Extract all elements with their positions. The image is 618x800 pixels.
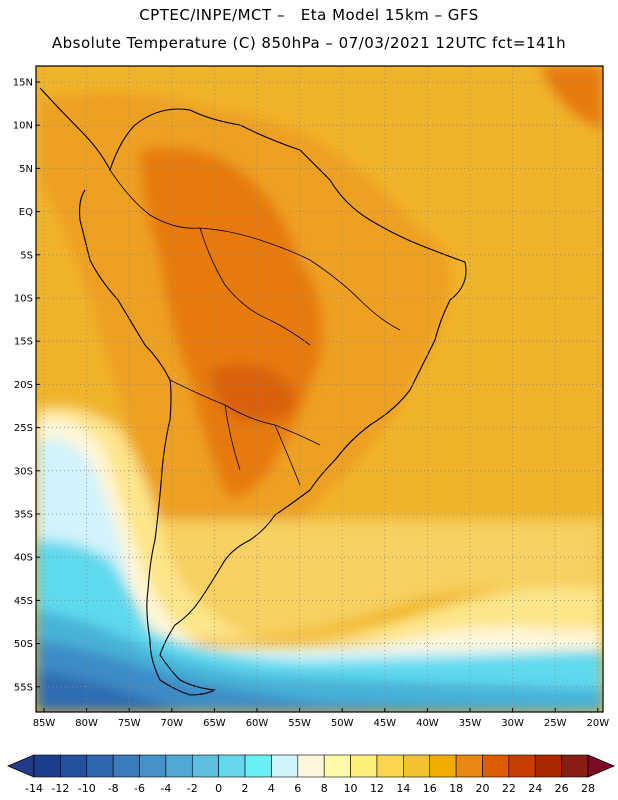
colorbar-swatch [139, 754, 167, 778]
lon-label: 60W [246, 718, 269, 729]
colorbar-label: 12 [370, 782, 384, 795]
lon-label: 80W [75, 718, 98, 729]
longitude-labels: 85W 80W 75W 70W 65W 60W 55W 50W 45W 40W 35W 30W 25W 2… [33, 708, 609, 729]
lon-label: 20W [586, 718, 609, 729]
colorbar-over-arrow [587, 754, 616, 778]
lon-label: 75W [118, 718, 141, 729]
lon-label: 70W [160, 718, 183, 729]
colorbar-swatch [455, 754, 483, 778]
lat-label: 30S [14, 466, 33, 477]
colorbar-swatch [403, 754, 431, 778]
lat-label: 35S [14, 510, 33, 521]
colorbar-swatch [271, 754, 299, 778]
lat-label: 15N [13, 78, 33, 89]
colorbar-label: 14 [396, 782, 410, 795]
colorbar-swatch [429, 754, 457, 778]
colorbar-swatch [508, 754, 536, 778]
colorbar-swatch [323, 754, 351, 778]
lat-label: 15S [14, 337, 33, 348]
colorbar-label: 8 [321, 782, 328, 795]
lon-label: 65W [203, 718, 226, 729]
colorbar-swatch [534, 754, 562, 778]
colorbar-label: -10 [78, 782, 96, 795]
colorbar-swatch [561, 754, 589, 778]
coastline [39, 87, 467, 696]
lon-label: 25W [544, 718, 567, 729]
lon-label: 55W [288, 718, 311, 729]
colorbar-swatch [60, 754, 88, 778]
inland-borders [109, 169, 401, 486]
colorbar-swatch [218, 754, 246, 778]
region-northeast-hot [540, 66, 603, 130]
colorbar-label: -4 [160, 782, 171, 795]
colorbar-label: -2 [187, 782, 198, 795]
region-cold-4 [36, 640, 603, 712]
colorbar-label: 0 [215, 782, 222, 795]
lat-label: 40S [14, 553, 33, 564]
lon-label: 30W [501, 718, 524, 729]
colorbar-swatch [482, 754, 510, 778]
colorbar-label: 6 [294, 782, 301, 795]
region-cold-5 [36, 670, 190, 712]
colorbar-label: 4 [268, 782, 275, 795]
colorbar-swatch [297, 754, 325, 778]
lat-label: 50S [14, 639, 33, 650]
lon-label: 40W [416, 718, 439, 729]
lon-label: 45W [373, 718, 396, 729]
colorbar-label: -12 [51, 782, 69, 795]
colorbar-swatch [376, 754, 404, 778]
lat-label: 10S [14, 294, 33, 305]
map-title-line1: CPTEC/INPE/MCT – Eta Model 15km – GFS [139, 6, 479, 24]
lat-label: 45S [14, 596, 33, 607]
colorbar-label: 24 [528, 782, 542, 795]
lat-label: 20S [14, 380, 33, 391]
latitude-labels: 15N 10N 5N EQ 5S 10S 15S 20S 25S 30S 35S 40S 45S 50S 5… [13, 78, 40, 693]
colorbar-label: 10 [344, 782, 358, 795]
colorbar-labels: -14 -12 -10 -8 -6 -4 -2 0 2 4 6 8 10 12 14 16 18 20 22 24 26… [25, 782, 595, 795]
graticule [36, 66, 603, 712]
colorbar-label: -6 [134, 782, 145, 795]
lat-label: 10N [13, 121, 33, 132]
colorbar-swatch [86, 754, 114, 778]
colorbar-label: 20 [475, 782, 489, 795]
lon-label: 85W [33, 718, 56, 729]
colorbar-swatch [33, 754, 61, 778]
colorbar-under-arrow [6, 754, 35, 778]
region-south-mild [36, 407, 603, 640]
colorbar-label: 2 [242, 782, 249, 795]
colorbar [6, 754, 616, 778]
lon-label: 50W [331, 718, 354, 729]
colorbar-label: 16 [423, 782, 437, 795]
colorbar-swatch [350, 754, 378, 778]
region-hottest [210, 365, 296, 422]
temperature-field [36, 66, 603, 712]
colorbar-label: 22 [502, 782, 516, 795]
lat-label: 25S [14, 423, 33, 434]
colorbar-swatch [165, 754, 193, 778]
lon-label: 35W [459, 718, 482, 729]
map-frame [35, 65, 604, 713]
colorbar-swatch [191, 754, 219, 778]
colorbar-label: 18 [449, 782, 463, 795]
lat-label: 5N [19, 164, 33, 175]
lat-label: EQ [19, 207, 33, 218]
colorbar-swatch [112, 754, 140, 778]
colorbar-label: 28 [581, 782, 595, 795]
colorbar-label: -8 [108, 782, 119, 795]
lat-label: 55S [14, 682, 33, 693]
map-title-line2: Absolute Temperature (C) 850hPa – 07/03/… [51, 34, 567, 52]
colorbar-swatch [244, 754, 272, 778]
colorbar-label: 26 [555, 782, 569, 795]
lat-label: 5S [20, 250, 33, 261]
colorbar-label: -14 [25, 782, 43, 795]
